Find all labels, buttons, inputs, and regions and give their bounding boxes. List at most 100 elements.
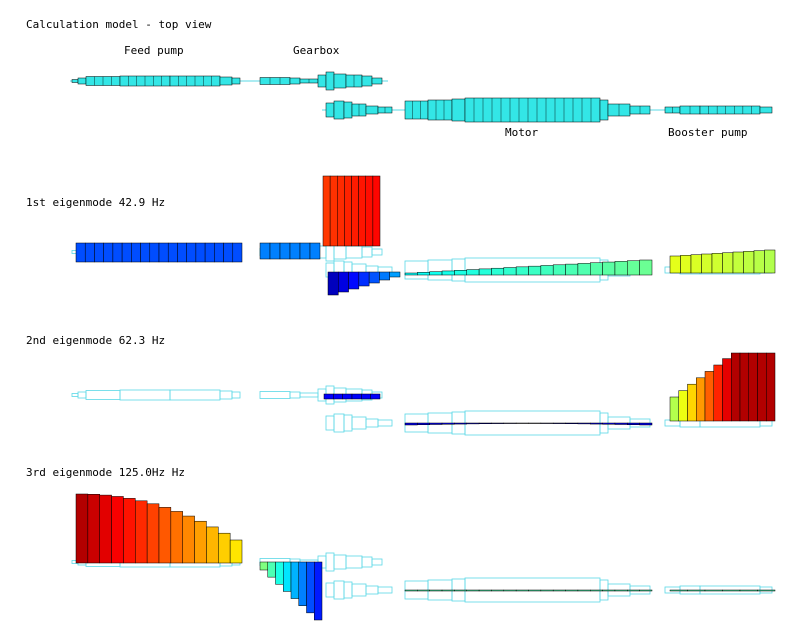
mode3-gear-bar [306, 561, 315, 614]
gearbox-high-outline-element [333, 244, 347, 260]
motor-element [451, 98, 466, 122]
mode1-motor-bar [404, 272, 418, 276]
feed-pump-outline-element [169, 389, 221, 401]
mode2-motor-bar [429, 422, 443, 425]
mode2-motor-bar [466, 422, 480, 425]
gearbox-low-element [333, 100, 345, 120]
mode1-motor-bar [466, 269, 480, 276]
mode1-motor-bar [478, 268, 492, 276]
mode1-gear-high-bar [344, 175, 352, 247]
mode1-gear-low-bar [327, 271, 339, 296]
mode3-feed-bar [182, 515, 195, 564]
mode1-feed-bar [149, 242, 160, 263]
mode1-motor-bar [552, 264, 566, 276]
feed-pump-outline-element [77, 391, 87, 399]
mode1-feed-bar [223, 242, 234, 263]
eigenmode-2-plot [71, 352, 776, 436]
mode2-booster-bar [722, 358, 732, 422]
mode3-motor-bar [577, 589, 591, 592]
mode3-feed-bar [206, 526, 219, 564]
mode1-motor-bar [565, 263, 579, 276]
gearbox-low-outline-element [365, 418, 379, 428]
mode2-booster-bar [678, 390, 688, 422]
gearbox-high-outline-element [371, 558, 383, 566]
mode1-feed-bar [186, 242, 197, 263]
motor-element [427, 99, 453, 121]
mode1-gear-in-bar [289, 242, 301, 260]
motor-outline-element [404, 260, 429, 280]
mode1-feed-bar [167, 242, 178, 263]
mode3-motor-bar [404, 589, 418, 592]
mode3-booster-bar [757, 589, 776, 592]
gearbox-low-outline-element [333, 413, 345, 433]
mode1-gear-low-bar [348, 271, 360, 290]
mode1-booster-bar [732, 251, 744, 274]
mode3-motor-bar [478, 589, 492, 592]
mode3-motor-bar [639, 589, 653, 592]
gearbox-low-outline-element [351, 583, 367, 597]
mode1-booster-bar [690, 254, 702, 274]
mode3-motor-bar [441, 589, 455, 592]
gearbox-low-element [365, 105, 379, 115]
mode1-motor-bar [441, 270, 455, 276]
mode1-gear-low-bar [379, 271, 390, 281]
mode1-gear-in-bar [309, 242, 321, 260]
gearbox-high-outline-element [361, 556, 373, 568]
mode1-motor-bar [590, 262, 603, 276]
feed-pump-outline-element [119, 389, 171, 401]
mode1-motor-bar [540, 265, 554, 276]
gearbox-low-outline-element [325, 582, 335, 598]
mode1-booster-bar [722, 252, 734, 274]
mode1-feed-bar [84, 242, 95, 263]
mode3-feed-bar [123, 498, 136, 564]
motor-element [464, 97, 601, 123]
mode1-feed-bar [195, 242, 206, 263]
mode1-gear-in-bar [279, 242, 291, 260]
mode2-motor-bar [552, 422, 566, 424]
mode3-motor-bar [503, 589, 517, 592]
mode2-booster-bar [739, 352, 749, 422]
mode-1-label: 1st eigenmode 42.9 Hz [26, 196, 165, 209]
mode3-motor-bar [454, 589, 467, 592]
gearbox-input-element [259, 77, 291, 85]
gearbox-low-outline-element [377, 586, 393, 594]
eigenmode-3-plot [71, 493, 776, 621]
mode3-feed-bar [158, 507, 172, 564]
mode2-motor-bar [639, 422, 653, 426]
feed-pump-outline-element [231, 391, 241, 399]
mode2-motor-bar [491, 422, 505, 424]
mode1-gear-high-bar [358, 175, 366, 247]
mode2-gear-high-bar [351, 393, 362, 400]
mode3-feed-bar [194, 520, 207, 564]
mode1-gear-high-bar [322, 175, 331, 247]
mode2-gear-high-bar [361, 393, 371, 400]
mode3-gear-bar [283, 561, 292, 592]
mode1-feed-bar [214, 242, 224, 263]
mode2-gear-high-bar [370, 393, 381, 400]
mode3-gear-bar [259, 561, 268, 571]
gearbox-input-outline-element [289, 391, 301, 399]
gearbox-high-element [325, 71, 335, 91]
mode3-motor-bar [627, 589, 640, 592]
mode1-booster-bar [669, 255, 681, 274]
mode1-gear-high-bar [351, 175, 359, 247]
label-motor: Motor [505, 126, 538, 139]
mode3-motor-bar [515, 589, 529, 592]
mode3-motor-bar [417, 589, 430, 592]
mode1-motor-bar [577, 263, 591, 276]
gearbox-low-outline-element [343, 581, 353, 599]
mode1-booster-bar [764, 249, 776, 274]
mode1-booster-bar [680, 255, 692, 274]
mode-3-label: 3rd eigenmode 125.0Hz Hz [26, 466, 185, 479]
gearbox-low-outline-element [343, 414, 353, 432]
mode2-motor-bar [577, 422, 591, 425]
mode3-motor-bar [528, 589, 542, 592]
mode3-feed-bar [146, 503, 160, 564]
gearbox-high-element [317, 74, 327, 88]
mode1-gear-low-bar [368, 271, 380, 284]
mode1-motor-bar [639, 259, 653, 276]
mode1-motor-bar [491, 267, 505, 276]
mode3-motor-bar [565, 589, 579, 592]
mode2-motor-bar [417, 422, 430, 426]
mode1-feed-bar [131, 242, 141, 263]
